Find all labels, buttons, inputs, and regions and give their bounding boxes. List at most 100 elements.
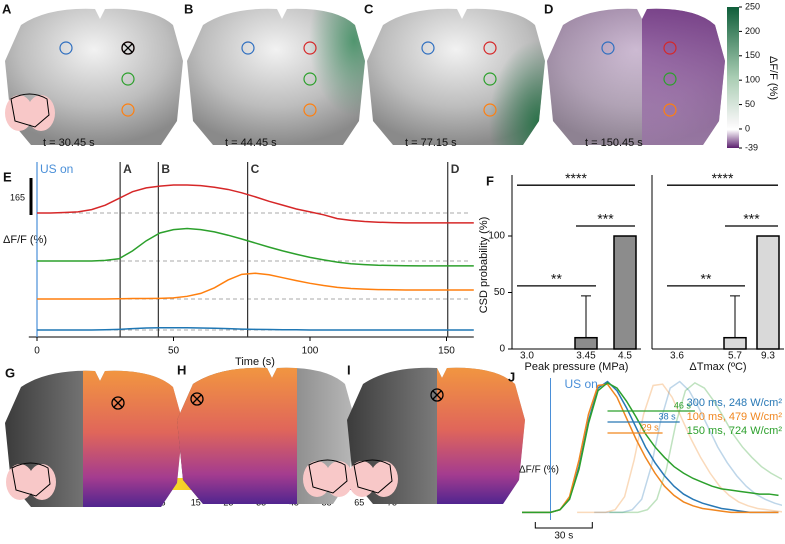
colorbar-tick-label: 15	[191, 497, 201, 507]
error-bar	[581, 295, 591, 338]
x-tick-label: 9.3	[761, 351, 775, 362]
event-label: C	[251, 162, 260, 176]
panel-label: D	[544, 1, 553, 16]
marker	[123, 43, 133, 53]
significance-label: **	[551, 271, 562, 287]
heatmap-image	[177, 367, 355, 504]
marker	[192, 394, 202, 404]
y-tick-label: 0	[499, 344, 505, 355]
overlay	[547, 8, 725, 145]
roi	[663, 41, 677, 55]
x-tick-label: 3.45	[576, 351, 596, 362]
error-bar	[730, 295, 740, 338]
roi	[59, 41, 73, 55]
roi	[483, 103, 497, 117]
brain-image	[187, 8, 365, 145]
marker	[190, 392, 204, 406]
bar	[756, 235, 780, 350]
trace	[37, 184, 474, 224]
heatmap-color	[177, 367, 297, 504]
marker	[113, 398, 123, 408]
heatmap-color	[83, 370, 183, 507]
event-label: B	[161, 162, 170, 176]
legend-entry: 100 ms, 479 W/cm²	[687, 411, 783, 423]
scale-bar-label: 165	[10, 192, 25, 202]
scale-bar-label: 30 s	[554, 531, 573, 542]
bar	[723, 336, 747, 350]
overlay	[462, 8, 545, 145]
event-label: US on	[40, 162, 73, 176]
delayed-trace	[577, 383, 782, 514]
panel-label: E	[3, 169, 12, 184]
x-axis-label: Time (s)	[235, 356, 275, 368]
y-axis-label: CSD probability (%)	[478, 217, 490, 314]
inset-icon	[10, 93, 50, 128]
roi	[421, 41, 435, 55]
x-tick-label: 150	[438, 346, 455, 357]
colorbar-tick-label: -39	[745, 142, 758, 152]
trace	[522, 381, 779, 514]
panel-label: G	[5, 365, 15, 380]
trace	[37, 327, 474, 331]
brain-image	[367, 8, 545, 145]
x-axis-label: ΔTmax (ºC)	[689, 361, 746, 373]
roi	[663, 72, 677, 86]
x-tick-label: 5.7	[728, 351, 742, 362]
overlay	[282, 8, 365, 145]
activity	[642, 8, 725, 145]
colorbar	[727, 7, 739, 148]
time-label: t = 44.45 s	[225, 137, 277, 149]
trace	[37, 227, 474, 267]
panel-label: A	[2, 1, 12, 16]
heatmap	[177, 367, 355, 504]
heatmap-image	[347, 367, 525, 504]
x-tick-label: 3.6	[670, 351, 684, 362]
x-axis-label: Peak pressure (MPa)	[525, 361, 629, 373]
panel-label: I	[347, 362, 351, 377]
significance-label: ****	[712, 170, 734, 186]
significance-label: **	[701, 271, 712, 287]
trace	[37, 272, 474, 300]
significance-label: ****	[565, 170, 587, 186]
colorbar-tick-label: 150	[745, 50, 760, 60]
delay-label: 29 s	[642, 422, 660, 432]
delayed-trace	[594, 380, 782, 514]
bar	[574, 336, 598, 350]
time-label: t = 77.15 s	[405, 137, 457, 149]
roi	[483, 72, 497, 86]
heatmap-image	[5, 370, 183, 507]
roi	[303, 41, 317, 55]
panel-label: J	[508, 369, 515, 384]
marker	[430, 388, 444, 402]
activity	[462, 8, 545, 145]
roi	[601, 41, 615, 55]
colorbar-tick-label: 200	[745, 26, 760, 36]
marker	[111, 396, 125, 410]
inset-icon	[11, 462, 51, 497]
event-label: D	[451, 162, 460, 176]
brain-image	[547, 8, 725, 145]
trace	[522, 383, 779, 514]
brain-image	[5, 8, 183, 145]
panel-label: C	[364, 1, 374, 16]
traces	[522, 380, 782, 514]
x-tick-label: 100	[302, 346, 319, 357]
significance-label: ***	[597, 211, 614, 227]
colorbar-tick-label: 100	[745, 75, 760, 85]
colorbar-label: ΔF/F (%)	[767, 56, 779, 100]
x-tick-label: 4.5	[618, 351, 632, 362]
bar	[613, 235, 637, 350]
y-axis-label: ΔF/F (%)	[3, 234, 47, 246]
y-tick-label: 100	[488, 231, 505, 242]
time-label: t = 150.45 s	[585, 137, 643, 149]
legend-entry: 150 ms, 724 W/cm²	[687, 425, 783, 437]
time-label: t = 30.45 s	[43, 137, 95, 149]
colorbar-tick-label: 50	[745, 99, 755, 109]
colorbar-tick-label: 250	[745, 1, 760, 11]
roi	[663, 103, 677, 117]
delay-label: 38 s	[659, 411, 677, 421]
panel-label: F	[486, 173, 494, 188]
legend-entry: 300 ms, 248 W/cm²	[687, 397, 783, 409]
colorbar-tick-label: 0	[745, 123, 750, 133]
